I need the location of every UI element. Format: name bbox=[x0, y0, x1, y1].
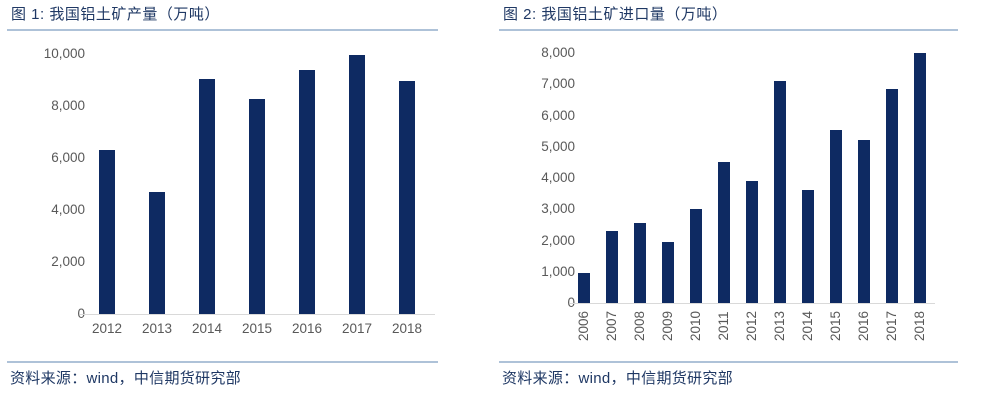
figure-1-title-rule bbox=[7, 29, 438, 31]
y-axis-tick-label: 7,000 bbox=[541, 76, 575, 91]
y-axis-tick-label: 2,000 bbox=[541, 233, 575, 248]
bar-2014 bbox=[802, 190, 814, 303]
figure-1-bar-chart: 0 2,000 4,000 6,000 8,000 10,000 2012 2013 2014 2… bbox=[7, 0, 438, 360]
y-axis-tick-label: 6,000 bbox=[51, 150, 85, 165]
y-axis-tick-label: 4,000 bbox=[51, 202, 85, 217]
bar-2013 bbox=[774, 81, 786, 303]
x-axis-tick-label: 2011 bbox=[716, 311, 731, 341]
x-axis-tick-label: 2013 bbox=[141, 321, 173, 336]
y-axis-tick-label: 5,000 bbox=[541, 139, 575, 154]
y-axis-tick-label: 10,000 bbox=[43, 46, 85, 61]
x-axis-tick-label: 2007 bbox=[604, 310, 619, 342]
figure-1-title: 图 1: 我国铝土矿产量（万吨） bbox=[11, 6, 220, 23]
bar-2016 bbox=[299, 70, 315, 314]
x-axis-tick-label: 2009 bbox=[660, 310, 675, 342]
x-axis-tick-label: 2017 bbox=[341, 321, 373, 336]
bar-2018 bbox=[399, 81, 415, 314]
bar-2012 bbox=[99, 150, 115, 314]
figure-2-title-rule bbox=[499, 29, 958, 31]
bar-2018 bbox=[914, 53, 926, 303]
x-axis-tick-label: 2014 bbox=[800, 310, 815, 342]
x-axis-tick-label: 2016 bbox=[291, 321, 323, 336]
figure-2-title: 图 2: 我国铝土矿进口量（万吨） bbox=[503, 6, 728, 23]
y-axis-tick-label: 1,000 bbox=[541, 264, 575, 279]
bar-2017 bbox=[349, 55, 365, 314]
x-axis-tick-label: 2018 bbox=[912, 310, 927, 342]
x-axis-tick-label: 2008 bbox=[632, 310, 647, 342]
x-axis-tick-label: 2018 bbox=[391, 321, 423, 336]
bar-2012 bbox=[746, 181, 758, 303]
figure-2-bar-chart: 0 1,000 2,000 3,000 4,000 5,000 6,000 7,000 8,00… bbox=[499, 0, 958, 360]
x-axis-tick-label: 2012 bbox=[91, 321, 123, 336]
figure-1-panel: 图 1: 我国铝土矿产量（万吨） 0 2,000 4,000 6,000 8,000 10… bbox=[7, 0, 438, 404]
x-axis-line bbox=[570, 303, 935, 304]
bar-2011 bbox=[718, 162, 730, 303]
y-axis-tick-label: 3,000 bbox=[541, 201, 575, 216]
figure-2-panel: 图 2: 我国铝土矿进口量（万吨） 0 1,000 2,000 3,000 4,000 5… bbox=[499, 0, 958, 404]
x-axis-tick-label: 2006 bbox=[576, 310, 591, 342]
y-axis-tick-label: 8,000 bbox=[51, 98, 85, 113]
bar-2014 bbox=[199, 79, 215, 314]
y-axis-tick-label: 8,000 bbox=[541, 45, 575, 60]
figure-2-source: 资料来源：wind，中信期货研究部 bbox=[502, 370, 733, 387]
figure-1-source: 资料来源：wind，中信期货研究部 bbox=[10, 370, 241, 387]
x-axis-tick-label: 2017 bbox=[884, 310, 899, 342]
bar-2017 bbox=[886, 89, 898, 303]
bar-2016 bbox=[858, 140, 870, 303]
bar-2010 bbox=[690, 209, 702, 303]
y-axis-tick-label: 4,000 bbox=[541, 170, 575, 185]
x-axis-tick-label: 2016 bbox=[856, 310, 871, 342]
bar-2007 bbox=[606, 231, 618, 303]
x-axis-line bbox=[80, 314, 435, 315]
x-axis-tick-label: 2012 bbox=[744, 310, 759, 342]
x-axis-tick-label: 2010 bbox=[688, 310, 703, 342]
figure-2-divider bbox=[499, 361, 958, 363]
x-axis-tick-label: 2015 bbox=[828, 310, 843, 342]
y-axis-tick-label: 6,000 bbox=[541, 108, 575, 123]
x-axis-tick-label: 2013 bbox=[772, 310, 787, 342]
x-axis-tick-label: 2014 bbox=[191, 321, 223, 336]
y-axis-tick-label: 0 bbox=[499, 295, 575, 311]
x-axis-tick-label: 2015 bbox=[241, 321, 273, 336]
bar-2008 bbox=[634, 223, 646, 303]
bar-2009 bbox=[662, 242, 674, 303]
y-axis-tick-label: 0 bbox=[7, 306, 85, 322]
figure-1-divider bbox=[7, 361, 438, 363]
bar-2013 bbox=[149, 192, 165, 314]
y-axis-tick-label: 2,000 bbox=[51, 254, 85, 269]
bar-2006 bbox=[578, 273, 590, 303]
bar-2015 bbox=[249, 99, 265, 314]
bar-2015 bbox=[830, 130, 842, 303]
